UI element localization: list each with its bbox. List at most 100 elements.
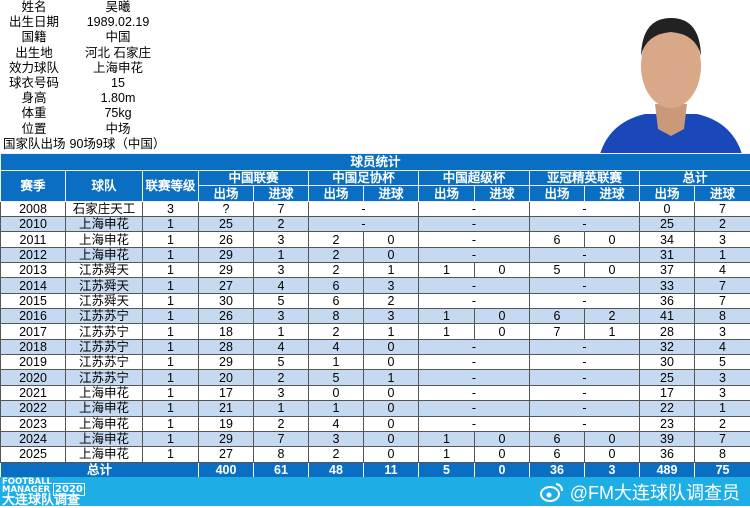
cell: 江苏苏宁 bbox=[66, 339, 143, 354]
cell-apps: 4 bbox=[309, 339, 364, 354]
cell: 上海申花 bbox=[66, 431, 143, 446]
cell-total: 4 bbox=[695, 263, 750, 278]
profile-row: 位置中场 bbox=[0, 122, 200, 137]
cell-total: 7 bbox=[695, 293, 750, 308]
cell: 江苏苏宁 bbox=[66, 324, 143, 339]
header-goals: 进球 bbox=[695, 186, 750, 201]
cell-goals: 0 bbox=[364, 416, 419, 431]
cell: 28 bbox=[199, 339, 254, 354]
cell: 2010 bbox=[1, 217, 66, 232]
cell-goals: 2 bbox=[585, 309, 640, 324]
cell-goals: 0 bbox=[585, 447, 640, 462]
profile-value: 15 bbox=[68, 76, 168, 91]
cell-empty: - bbox=[309, 201, 419, 216]
cell-apps: 1 bbox=[419, 263, 475, 278]
total-value: 400 bbox=[199, 462, 254, 478]
cell: 2011 bbox=[1, 232, 66, 247]
cell-total: 33 bbox=[640, 278, 695, 293]
total-value: 36 bbox=[530, 462, 585, 478]
cell: 1 bbox=[143, 309, 199, 324]
cell-apps: 5 bbox=[309, 370, 364, 385]
cell-goals: 0 bbox=[364, 401, 419, 416]
cell: ? bbox=[199, 201, 254, 216]
profile-value: 1989.02.19 bbox=[68, 15, 168, 30]
profile-label: 国家队出场 bbox=[0, 137, 66, 152]
cell: 1 bbox=[143, 339, 199, 354]
cell: 29 bbox=[199, 431, 254, 446]
total-value: 11 bbox=[364, 462, 419, 478]
cell-total: 8 bbox=[695, 309, 750, 324]
cell: 2 bbox=[254, 370, 309, 385]
cell: 1 bbox=[143, 293, 199, 308]
cell-total: 25 bbox=[640, 370, 695, 385]
cell: 1 bbox=[143, 416, 199, 431]
header-acl: 亚冠精英联赛 bbox=[530, 171, 640, 186]
total-value: 61 bbox=[254, 462, 309, 478]
cell: 8 bbox=[254, 447, 309, 462]
cell: 1 bbox=[143, 278, 199, 293]
cell: 江苏舜天 bbox=[66, 293, 143, 308]
cell-total: 41 bbox=[640, 309, 695, 324]
profile-row: 国籍中国 bbox=[0, 30, 200, 45]
cell-apps: 1 bbox=[309, 355, 364, 370]
cell: 上海申花 bbox=[66, 447, 143, 462]
cell-apps: 1 bbox=[419, 309, 475, 324]
player-stats-table: 球员统计 赛季 球队 联赛等级 中国联赛 中国足协杯 中国超级杯 亚冠精英联赛 … bbox=[0, 153, 750, 479]
cell-goals: 0 bbox=[364, 232, 419, 247]
profile-row: 姓名吴曦 bbox=[0, 0, 200, 15]
cell-apps: 7 bbox=[530, 324, 585, 339]
cell: 1 bbox=[143, 324, 199, 339]
cell-apps: 4 bbox=[309, 416, 364, 431]
cell: 2016 bbox=[1, 309, 66, 324]
cell-total: 2 bbox=[695, 217, 750, 232]
header-total: 总计 bbox=[640, 171, 750, 186]
cell-apps: 1 bbox=[419, 324, 475, 339]
cell: 江苏苏宁 bbox=[66, 355, 143, 370]
cell-goals: 1 bbox=[364, 263, 419, 278]
profile-label: 出生地 bbox=[0, 46, 68, 61]
cell: 27 bbox=[199, 447, 254, 462]
cell: 1 bbox=[254, 247, 309, 262]
cell-total: 1 bbox=[695, 247, 750, 262]
cell: 4 bbox=[254, 339, 309, 354]
cell: 4 bbox=[254, 278, 309, 293]
header-goals: 进球 bbox=[585, 186, 640, 201]
total-value: 0 bbox=[475, 462, 530, 478]
header-apps: 出场 bbox=[199, 186, 254, 201]
cell-empty: - bbox=[530, 370, 640, 385]
cell: 26 bbox=[199, 232, 254, 247]
cell-empty: - bbox=[530, 339, 640, 354]
cell-apps: 2 bbox=[309, 324, 364, 339]
profile-row: 出生地河北 石家庄 bbox=[0, 46, 200, 61]
cell: 上海申花 bbox=[66, 385, 143, 400]
cell-empty: - bbox=[419, 385, 530, 400]
cell-total: 17 bbox=[640, 385, 695, 400]
weibo-handle: @FM大连球队调查员 bbox=[570, 479, 740, 505]
cell-apps: 3 bbox=[309, 431, 364, 446]
profile-label: 体重 bbox=[0, 106, 68, 121]
cell-empty: - bbox=[419, 247, 530, 262]
cell-empty: - bbox=[530, 401, 640, 416]
cell: 7 bbox=[254, 431, 309, 446]
cell-goals: 1 bbox=[364, 324, 419, 339]
cell-apps: 1 bbox=[309, 401, 364, 416]
cell: 2008 bbox=[1, 201, 66, 216]
cell-total: 23 bbox=[640, 416, 695, 431]
profile-row: 效力球队上海申花 bbox=[0, 61, 200, 76]
cell: 25 bbox=[199, 217, 254, 232]
cell: 2012 bbox=[1, 247, 66, 262]
cell-total: 30 bbox=[640, 355, 695, 370]
